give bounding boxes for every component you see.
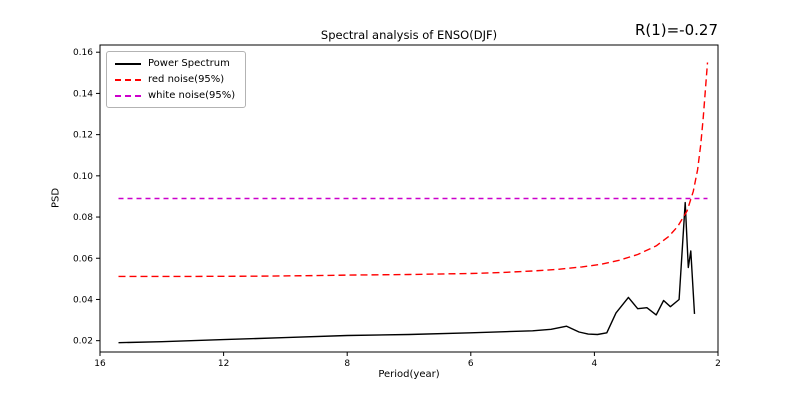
y-tick-label: 0.12	[73, 131, 93, 141]
y-tick-label: 0.14	[73, 89, 93, 99]
y-tick-label: 0.16	[73, 48, 93, 58]
legend-label-white-noise: white noise(95%)	[148, 90, 236, 101]
legend-item-red-noise: red noise(95%)	[115, 74, 235, 85]
y-tick-label: 0.08	[73, 213, 93, 223]
power-spectrum-line-swatch	[115, 62, 141, 65]
y-tick-label: 0.02	[73, 337, 93, 347]
x-tick-label: 12	[218, 359, 229, 369]
x-tick-label: 16	[94, 359, 106, 369]
red-noise-line-swatch	[115, 78, 141, 81]
legend-item-power-spectrum: Power Spectrum	[115, 58, 235, 69]
x-tick-label: 2	[715, 359, 721, 369]
series-power-spectrum-line	[118, 201, 696, 344]
y-tick-label: 0.04	[73, 295, 93, 305]
legend-label-red-noise: red noise(95%)	[148, 74, 225, 85]
legend-item-white-noise: white noise(95%)	[115, 90, 235, 101]
y-axis-label: PSD	[50, 187, 62, 209]
y-tick-label: 0.06	[73, 254, 93, 264]
legend: Power Spectrum red noise(95%) white nois…	[106, 51, 247, 108]
x-tick-label: 4	[592, 359, 598, 369]
x-tick-label: 6	[468, 359, 474, 369]
white-noise-line-swatch	[115, 94, 141, 97]
series-red-noise-line	[118, 62, 709, 278]
x-axis-label: Period(year)	[378, 369, 440, 380]
legend-label-power-spectrum: Power Spectrum	[148, 58, 230, 69]
axes-frame	[99, 44, 719, 353]
y-tick-label: 0.10	[73, 172, 93, 182]
r1-annotation: R(1)=-0.27	[634, 21, 718, 39]
x-tick-label: 8	[344, 359, 350, 369]
chart-title: Spectral analysis of ENSO(DJF)	[320, 28, 498, 42]
